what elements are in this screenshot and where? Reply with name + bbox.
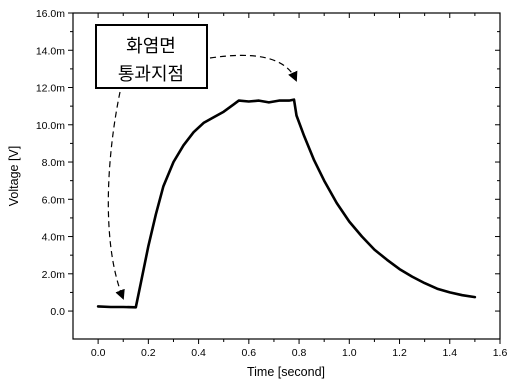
annotation-line-2: 통과지점 [118, 64, 184, 85]
y-tick-label: 16.0m [36, 8, 65, 20]
y-tick-label: 6.0m [42, 194, 66, 206]
x-tick-label: 0.8 [292, 347, 307, 359]
annotation-arrow-to-peak [209, 54, 298, 82]
x-tick-label: 1.6 [493, 347, 508, 359]
x-axis-title: Time [second] [247, 365, 325, 379]
y-tick-label: 12.0m [36, 83, 65, 95]
plot-frame [72, 12, 501, 340]
y-tick-label: 4.0m [42, 232, 66, 244]
y-tick-label: 14.0m [36, 45, 65, 57]
x-tick-label: 1.4 [442, 347, 457, 359]
y-axis-title: Voltage [V] [7, 146, 21, 206]
x-tick-label: 0.6 [242, 347, 257, 359]
x-tick-label: 1.2 [392, 347, 407, 359]
y-tick-label: 10.0m [36, 120, 65, 132]
x-axis-ticks: 0.0 0.2 0.4 0.6 0.8 1.0 1.2 1.4 1.6 [91, 13, 508, 359]
x-tick-label: 1.0 [342, 347, 357, 359]
y-tick-label: 8.0m [42, 157, 66, 169]
annotation-arrow-to-start [107, 91, 125, 300]
x-tick-label: 0.2 [141, 347, 156, 359]
x-tick-label: 0.0 [91, 347, 106, 359]
annotation-box [95, 24, 208, 89]
x-tick-label: 0.4 [191, 347, 206, 359]
annotation-line-1: 화염면 [126, 36, 176, 57]
y-axis-ticks: 0.0 2.0m 4.0m 6.0m 8.0m 10.0m 12.0m 14.0m 16.0m [36, 8, 500, 318]
voltage-series-line [96, 98, 477, 309]
y-tick-label: 2.0m [42, 269, 66, 281]
y-tick-label: 0.0 [50, 306, 65, 318]
